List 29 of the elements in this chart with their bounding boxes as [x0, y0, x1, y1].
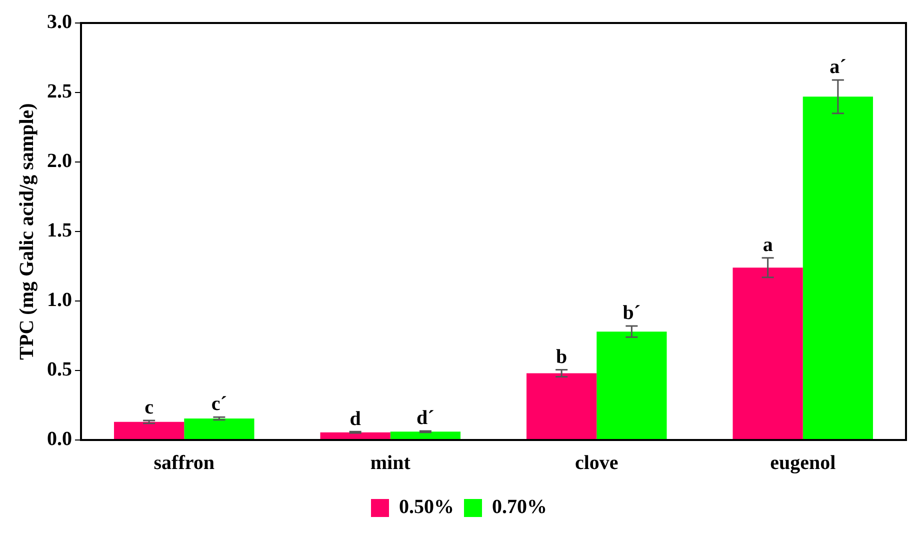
y-tick-label: 0.5 [47, 358, 72, 381]
bar [390, 432, 460, 440]
x-tick-label: mint [370, 452, 411, 474]
y-tick-label: 1.5 [47, 220, 72, 242]
y-tick-label: 0.0 [47, 428, 72, 450]
bar [184, 418, 254, 440]
bar [802, 96, 873, 440]
bar [732, 268, 803, 440]
y-tick-label: 2.5 [47, 80, 72, 103]
bar [526, 373, 597, 440]
x-tick-label: eugenol [770, 452, 836, 474]
data-label: d [350, 408, 361, 430]
data-label: b´ [622, 302, 641, 324]
data-label: a´ [830, 56, 846, 78]
data-label: c [144, 396, 154, 419]
bar [596, 332, 667, 440]
legend-label: 0.50% [399, 496, 454, 518]
data-label: d´ [416, 407, 434, 430]
bar [114, 422, 184, 440]
x-tick-label: saffron [154, 452, 214, 474]
y-tick-label: 3.0 [47, 11, 72, 34]
x-tick-label: clove [574, 452, 618, 474]
data-label: b [556, 346, 568, 368]
legend-label: 0.70% [492, 496, 547, 518]
data-label: a [762, 234, 773, 256]
data-label: c´ [211, 393, 227, 416]
y-tick-label: 2.0 [47, 150, 72, 172]
y-tick-label: 1.0 [47, 289, 72, 312]
y-axis-title: TPC (mg Galic acid/g sample) [16, 103, 38, 360]
